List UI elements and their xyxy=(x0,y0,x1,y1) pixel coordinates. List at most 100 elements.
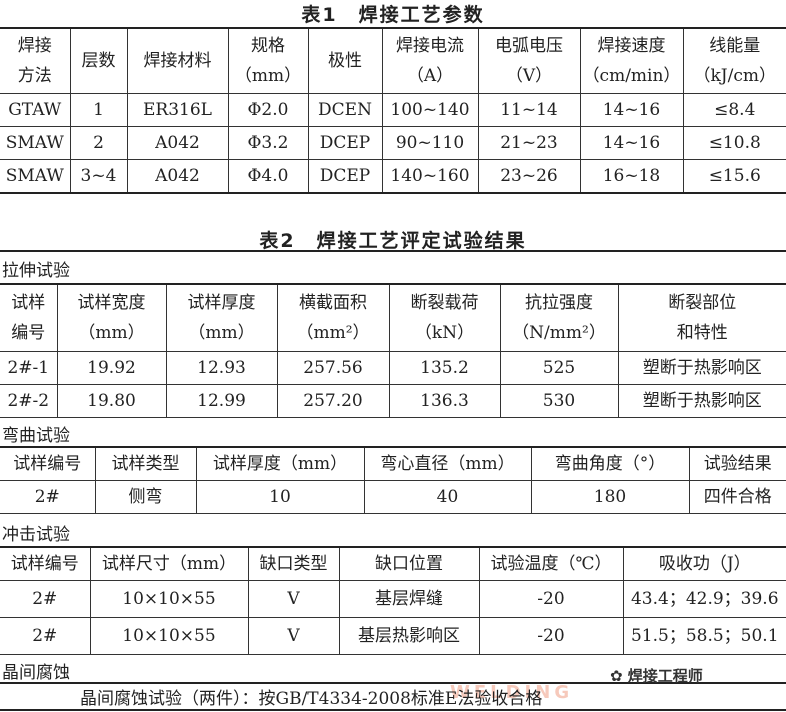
table-row: 2#-2 19.80 12.99 257.20 136.3 530 塑断于热影响区 xyxy=(0,384,786,418)
table-cell: A042 xyxy=(126,126,228,160)
column-header: 断裂载荷 （kN） xyxy=(388,284,500,352)
column-header: 弯心直径（mm） xyxy=(363,447,531,481)
column-header: 焊接 方法 xyxy=(0,28,70,94)
column-header: 试样宽度 （mm） xyxy=(56,284,166,352)
intergranular-text: 晶间腐蚀试验（两件）：按GB/T4334-2008标准E法验收合格 xyxy=(80,689,543,709)
table-cell: 塑断于热影响区 xyxy=(617,384,786,418)
table-cell: V xyxy=(247,617,339,655)
table-cell: GTAW xyxy=(0,93,70,127)
table-row: 2# 10×10×55 V 基层焊缝 -20 43.4；42.9；39.6 xyxy=(0,580,786,618)
bend-table: 试样编号 试样类型 试样厚度（mm） 弯心直径（mm） 弯曲角度（°） 试验结果 2# 侧弯 1… xyxy=(0,446,786,514)
table-cell: 530 xyxy=(499,384,618,418)
table-cell: 12.99 xyxy=(165,384,277,418)
column-header: 吸收功（J） xyxy=(622,547,786,581)
tensile-label: 拉伸试验 xyxy=(2,261,70,281)
column-header: 断裂部位 和特性 xyxy=(617,284,786,352)
table-row: 2# 10×10×55 V 基层热影响区 -20 51.5；58.5；50.1 xyxy=(0,617,786,655)
table1: 焊接 方法 层数 焊接材料 规格 （mm） 极性 焊接电流 （A） 电弧电压 （V） 焊接速度 （cm/… xyxy=(0,27,786,194)
table-row: SMAW 3~4 A042 Φ4.0 DCEP 140~160 23~26 16~18 ≤15.… xyxy=(0,159,786,193)
table-cell: 14~16 xyxy=(579,93,683,127)
table-cell: 11~14 xyxy=(477,93,580,127)
table-cell: A042 xyxy=(126,159,228,193)
column-header: 缺口位置 xyxy=(338,547,479,581)
watermark-text: 焊接工程师 xyxy=(627,667,703,685)
table-cell: 10×10×55 xyxy=(89,580,248,618)
table1-title: 表1 焊接工艺参数 xyxy=(301,4,485,26)
table-cell: 100~140 xyxy=(381,93,478,127)
table-cell: 2 xyxy=(69,126,127,160)
column-header: 缺口类型 xyxy=(247,547,339,581)
table-cell: DCEP xyxy=(307,159,382,193)
table-cell: 四件合格 xyxy=(688,480,786,514)
table-cell: 525 xyxy=(499,351,618,385)
table-row: 2#-1 19.92 12.93 257.56 135.2 525 塑断于热影响区 xyxy=(0,351,786,385)
table-cell: 2# xyxy=(0,617,90,655)
column-header: 抗拉强度 （N/mm²） xyxy=(499,284,618,352)
divider xyxy=(0,682,786,684)
table-cell: 180 xyxy=(530,480,689,514)
table-cell: 2# xyxy=(0,480,95,514)
column-header: 电弧电压 （V） xyxy=(477,28,580,94)
wechat-icon: ✿ xyxy=(610,667,628,685)
bend-label: 弯曲试验 xyxy=(2,426,70,446)
header-row: 试样编号 试样尺寸（mm） 缺口类型 缺口位置 试验温度（℃） 吸收功（J） xyxy=(0,547,786,581)
watermark-logo: WELDING xyxy=(450,682,574,703)
column-header: 试样类型 xyxy=(94,447,196,481)
table-cell: 257.56 xyxy=(276,351,389,385)
table-cell: ≤8.4 xyxy=(682,93,786,127)
table-cell: 19.80 xyxy=(56,384,166,418)
table-cell: -20 xyxy=(478,580,623,618)
table-cell: 10 xyxy=(195,480,364,514)
table-cell: ER316L xyxy=(126,93,228,127)
table-cell: 43.4；42.9；39.6 xyxy=(622,580,786,618)
table-cell: 16~18 xyxy=(579,159,683,193)
table-cell: 257.20 xyxy=(276,384,389,418)
watermark: ✿ 焊接工程师 xyxy=(610,665,703,686)
table-cell: 40 xyxy=(363,480,531,514)
table-cell: ≤10.8 xyxy=(682,126,786,160)
table-cell: 90~110 xyxy=(381,126,478,160)
table-cell: Φ3.2 xyxy=(227,126,308,160)
intergranular-label: 晶间腐蚀 xyxy=(2,663,70,683)
impact-label: 冲击试验 xyxy=(2,525,70,545)
table-cell: 51.5；58.5；50.1 xyxy=(622,617,786,655)
column-header: 焊接电流 （A） xyxy=(381,28,478,94)
column-header: 线能量 （kJ/cm） xyxy=(682,28,786,94)
table-cell: 23~26 xyxy=(477,159,580,193)
table-row: 2# 侧弯 10 40 180 四件合格 xyxy=(0,480,786,514)
column-header: 横截面积 （mm²） xyxy=(276,284,389,352)
table-cell: Φ2.0 xyxy=(227,93,308,127)
table-cell: 21~23 xyxy=(477,126,580,160)
divider xyxy=(0,709,786,711)
column-header: 试验结果 xyxy=(688,447,786,481)
table-cell: 140~160 xyxy=(381,159,478,193)
column-header: 焊接材料 xyxy=(126,28,228,94)
table-cell: 12.93 xyxy=(165,351,277,385)
table-cell: 侧弯 xyxy=(94,480,196,514)
table-cell: -20 xyxy=(478,617,623,655)
table-cell: 19.92 xyxy=(56,351,166,385)
column-header: 试样厚度（mm） xyxy=(195,447,364,481)
header-row: 焊接 方法 层数 焊接材料 规格 （mm） 极性 焊接电流 （A） 电弧电压 （V） 焊接速度 （cm/… xyxy=(0,28,786,94)
table-cell: Φ4.0 xyxy=(227,159,308,193)
table-row: GTAW 1 ER316L Φ2.0 DCEN 100~140 11~14 14~16 ≤8.4 xyxy=(0,93,786,127)
divider xyxy=(0,250,786,252)
table-cell: 2#-1 xyxy=(0,351,57,385)
table-cell: 14~16 xyxy=(579,126,683,160)
table-cell: ≤15.6 xyxy=(682,159,786,193)
table2-title: 表2 焊接工艺评定试验结果 xyxy=(259,230,527,252)
impact-table: 试样编号 试样尺寸（mm） 缺口类型 缺口位置 试验温度（℃） 吸收功（J） 2# 10×10… xyxy=(0,546,786,655)
table-cell: DCEN xyxy=(307,93,382,127)
column-header: 焊接速度 （cm/min） xyxy=(579,28,683,94)
table-cell: DCEP xyxy=(307,126,382,160)
table-cell: 2#-2 xyxy=(0,384,57,418)
table-cell: V xyxy=(247,580,339,618)
table-cell: SMAW xyxy=(0,126,70,160)
table-cell: 135.2 xyxy=(388,351,500,385)
table-cell: 136.3 xyxy=(388,384,500,418)
table-cell: 10×10×55 xyxy=(89,617,248,655)
table-cell: 基层热影响区 xyxy=(338,617,479,655)
table-cell: 1 xyxy=(69,93,127,127)
table-cell: 2# xyxy=(0,580,90,618)
column-header: 试样尺寸（mm） xyxy=(89,547,248,581)
